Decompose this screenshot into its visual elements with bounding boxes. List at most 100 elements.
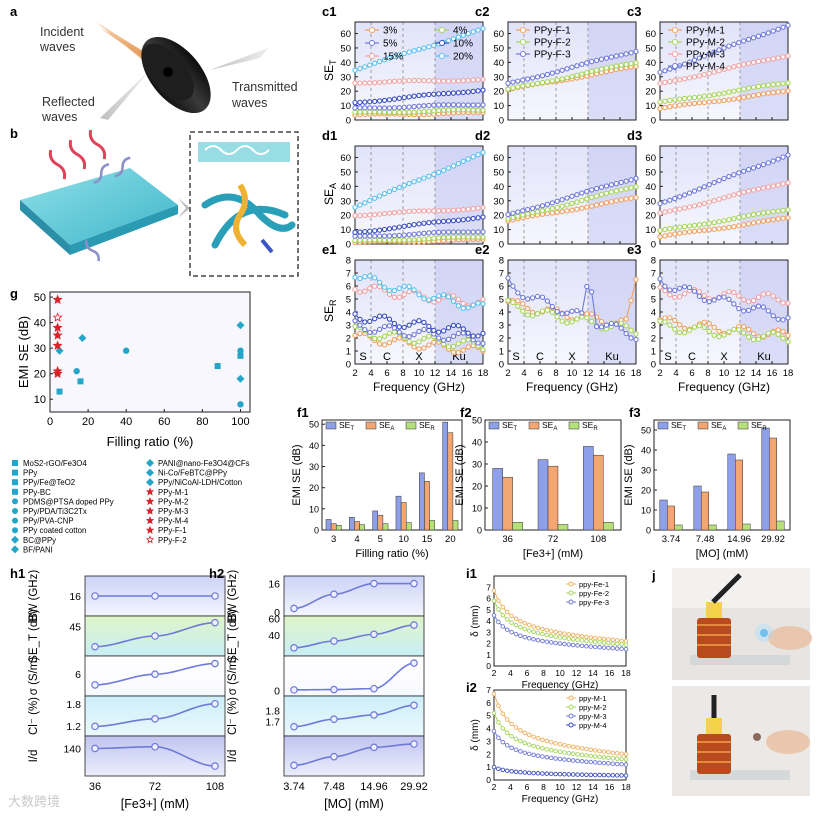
- data-point: [711, 297, 717, 303]
- y-tick-label: 2: [651, 334, 656, 345]
- bar-SE_A: [354, 521, 360, 531]
- bar-SE_R: [382, 523, 389, 531]
- y-tick-label: 6: [346, 282, 351, 293]
- data-point: [509, 620, 514, 625]
- data-point: [445, 325, 452, 331]
- data-point: [386, 97, 393, 103]
- data-point: [372, 335, 378, 342]
- data-point: [701, 221, 707, 227]
- data-point: [696, 222, 703, 228]
- bar-SE_R: [557, 524, 569, 531]
- data-point: [741, 323, 747, 330]
- data-point: [775, 208, 781, 214]
- data-point: [731, 88, 737, 94]
- data-point: [510, 210, 516, 216]
- data-point: [755, 58, 762, 65]
- bar-SE_A: [735, 459, 743, 531]
- data-point: [531, 629, 536, 635]
- data-point: [750, 84, 757, 90]
- y-tick-label: 6: [486, 698, 491, 708]
- incident-label-2: waves: [39, 40, 75, 54]
- legend-label: PPy-M-3: [158, 507, 188, 516]
- data-point: [480, 25, 486, 32]
- data-point: [539, 79, 546, 86]
- data-point: [691, 188, 698, 194]
- data-point: [455, 161, 462, 167]
- data-point: [475, 234, 481, 240]
- data-point: [367, 273, 373, 279]
- bar-SE_R: [429, 520, 435, 531]
- bar-SE_T: [727, 453, 736, 531]
- data-point: [726, 217, 732, 223]
- data-point: [518, 749, 523, 754]
- legend-label: BF/PANI: [23, 545, 53, 554]
- x-axis-label: Frequency (GHz): [522, 794, 599, 805]
- data-point: [667, 66, 673, 72]
- x-tick-label: 12: [583, 368, 594, 379]
- data-point: [701, 184, 707, 190]
- data-point: [421, 335, 427, 342]
- data-point: [677, 294, 683, 300]
- data-point: [367, 80, 373, 86]
- band-label: S: [664, 351, 671, 363]
- data-point: [406, 288, 412, 295]
- data-point: [681, 330, 688, 336]
- data-point: [406, 208, 412, 215]
- data-point: [396, 324, 402, 330]
- data-point: [518, 625, 523, 630]
- data-point: [765, 209, 771, 215]
- data-point: [460, 300, 466, 307]
- data-point: [436, 235, 442, 241]
- data-point: [750, 187, 757, 193]
- data-point: [696, 228, 703, 234]
- data-point: [396, 224, 402, 230]
- data-point: [696, 202, 703, 208]
- data-point: [460, 326, 466, 332]
- y-tick-label: 30: [645, 72, 656, 83]
- data-point: [465, 330, 471, 336]
- x-tick-label: 3.74: [283, 781, 304, 793]
- transmitted-label-2: waves: [231, 96, 267, 110]
- data-point: [706, 182, 712, 188]
- data-point: [372, 275, 378, 281]
- data-point: [436, 229, 442, 235]
- data-point: [691, 228, 698, 234]
- data-point: [391, 209, 398, 216]
- data-point: [785, 315, 791, 321]
- data-point: [785, 22, 791, 28]
- data-point: [667, 197, 673, 203]
- data-point: [716, 91, 722, 97]
- legend-label: Ni-Co/FeBTC@PPy: [158, 469, 227, 478]
- data-point: [657, 318, 663, 324]
- data-point: [603, 65, 610, 71]
- data-point: [513, 736, 519, 742]
- data-point: [460, 78, 466, 84]
- data-point: [367, 197, 373, 204]
- data-point: [526, 732, 532, 738]
- data-point: [480, 214, 486, 220]
- data-point: [513, 769, 519, 775]
- data-point: [352, 332, 358, 339]
- data-point: [367, 99, 373, 105]
- legend-marker: [11, 545, 19, 554]
- data-point: [475, 300, 481, 306]
- data-point: [745, 334, 752, 340]
- data-point: [396, 285, 402, 291]
- data-point: [357, 322, 363, 328]
- data-point: [362, 200, 368, 206]
- data-point: [706, 298, 712, 305]
- data-point: [391, 325, 398, 331]
- y-tick-label: 50: [645, 43, 656, 54]
- data-point: [721, 195, 727, 201]
- series-10%: [352, 311, 486, 339]
- data-point: [480, 301, 486, 307]
- data-point: [681, 101, 688, 108]
- bar-SE_T: [442, 421, 449, 531]
- x-tick-label: 36: [502, 534, 513, 545]
- data-point: [455, 107, 462, 113]
- data-point: [741, 61, 747, 68]
- data-point: [606, 640, 611, 646]
- data-point: [445, 38, 452, 44]
- y-tick-label: 0: [499, 360, 504, 371]
